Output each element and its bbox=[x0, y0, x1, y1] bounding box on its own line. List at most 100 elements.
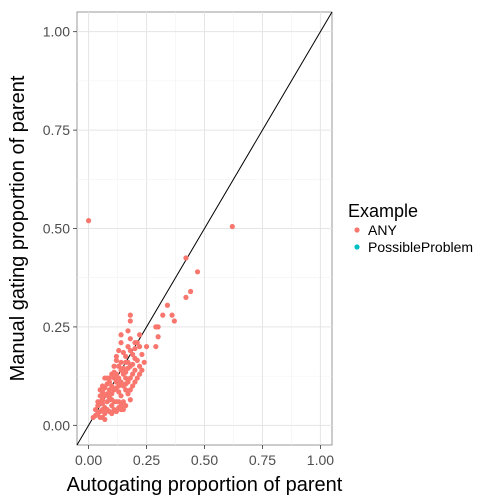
data-point bbox=[143, 343, 150, 350]
data-point bbox=[116, 375, 122, 381]
data-point bbox=[113, 357, 120, 363]
data-point bbox=[97, 387, 103, 393]
data-point bbox=[95, 410, 101, 417]
data-point bbox=[171, 318, 177, 324]
data-point bbox=[116, 399, 122, 405]
data-point bbox=[183, 294, 189, 300]
data-point bbox=[116, 383, 122, 389]
data-point bbox=[109, 403, 115, 409]
y-axis-ticks: 0.00 0.25 0.50 0.75 1.00 bbox=[43, 24, 77, 433]
data-point bbox=[111, 363, 117, 369]
legend-label-possibleproblem: PossibleProblem bbox=[368, 239, 473, 255]
data-point bbox=[194, 269, 201, 275]
data-point bbox=[136, 363, 143, 369]
data-point bbox=[134, 375, 140, 381]
data-point bbox=[132, 379, 138, 385]
data-point bbox=[102, 375, 108, 381]
data-point bbox=[123, 353, 129, 360]
data-point bbox=[116, 347, 122, 354]
data-point bbox=[109, 391, 115, 397]
data-point bbox=[134, 357, 140, 363]
data-point bbox=[127, 312, 133, 318]
data-point bbox=[127, 336, 133, 342]
legend-title: Example bbox=[348, 201, 418, 221]
data-point bbox=[99, 401, 106, 407]
data-point bbox=[169, 312, 175, 318]
legend-key-any bbox=[354, 227, 360, 233]
data-point bbox=[118, 332, 124, 338]
data-point bbox=[127, 375, 133, 381]
data-point bbox=[102, 410, 108, 417]
x-tick-label: 0.50 bbox=[191, 452, 218, 468]
data-point bbox=[92, 406, 99, 413]
data-point bbox=[120, 399, 126, 405]
data-point bbox=[123, 387, 129, 393]
data-point bbox=[155, 334, 161, 340]
data-point bbox=[136, 371, 143, 377]
data-point bbox=[132, 367, 138, 373]
data-point bbox=[111, 375, 117, 381]
x-tick-label: 0.25 bbox=[133, 452, 160, 468]
data-point bbox=[118, 340, 124, 346]
y-tick-label: 0.25 bbox=[43, 319, 70, 335]
data-point bbox=[120, 349, 126, 356]
data-point bbox=[111, 369, 117, 375]
x-axis-title: Autogating proportion of parent bbox=[67, 474, 343, 496]
data-point bbox=[118, 359, 124, 365]
data-point bbox=[97, 393, 103, 399]
data-point bbox=[113, 353, 120, 360]
data-point bbox=[109, 410, 115, 417]
data-point bbox=[125, 343, 131, 350]
data-point bbox=[127, 387, 133, 393]
data-point bbox=[123, 369, 129, 375]
data-point bbox=[106, 379, 113, 385]
data-point bbox=[120, 406, 126, 413]
data-point bbox=[130, 371, 136, 377]
x-tick-label: 0.00 bbox=[75, 452, 102, 468]
data-point bbox=[113, 379, 120, 385]
data-point bbox=[109, 397, 115, 403]
data-point bbox=[123, 375, 129, 381]
points-layer bbox=[85, 218, 235, 423]
legend-key-possibleproblem bbox=[354, 244, 360, 250]
x-tick-label: 1.00 bbox=[307, 452, 334, 468]
data-point bbox=[160, 312, 166, 318]
data-point bbox=[102, 416, 108, 423]
data-point bbox=[116, 363, 122, 369]
data-point bbox=[118, 379, 124, 385]
data-point bbox=[132, 340, 138, 346]
data-point bbox=[118, 393, 124, 399]
data-point bbox=[183, 255, 189, 261]
data-point bbox=[141, 359, 147, 365]
data-point bbox=[130, 361, 136, 367]
data-point bbox=[132, 345, 138, 352]
data-point bbox=[164, 302, 171, 308]
x-tick-label: 0.75 bbox=[249, 452, 276, 468]
data-point bbox=[187, 288, 194, 295]
data-point bbox=[95, 403, 101, 409]
data-point bbox=[116, 389, 122, 395]
reference-line-layer bbox=[76, 11, 333, 446]
y-axis-title: Manual gating proportion of parent bbox=[7, 75, 29, 381]
data-point bbox=[113, 408, 120, 415]
legend-label-any: ANY bbox=[368, 222, 397, 238]
y-tick-label: 0.50 bbox=[43, 221, 70, 237]
data-point bbox=[125, 359, 131, 365]
data-point bbox=[130, 383, 136, 389]
data-point bbox=[136, 332, 143, 338]
data-point bbox=[125, 391, 131, 397]
data-point bbox=[118, 403, 124, 409]
data-point bbox=[123, 381, 129, 387]
y-tick-label: 1.00 bbox=[43, 24, 70, 40]
data-point bbox=[109, 383, 115, 389]
data-point bbox=[106, 387, 113, 393]
data-point bbox=[127, 318, 133, 324]
data-point bbox=[139, 351, 145, 358]
data-point bbox=[130, 351, 136, 358]
data-point bbox=[127, 397, 133, 403]
y-tick-label: 0.00 bbox=[43, 417, 70, 433]
reference-line bbox=[76, 11, 333, 446]
data-point bbox=[95, 399, 101, 405]
data-point bbox=[153, 343, 159, 350]
